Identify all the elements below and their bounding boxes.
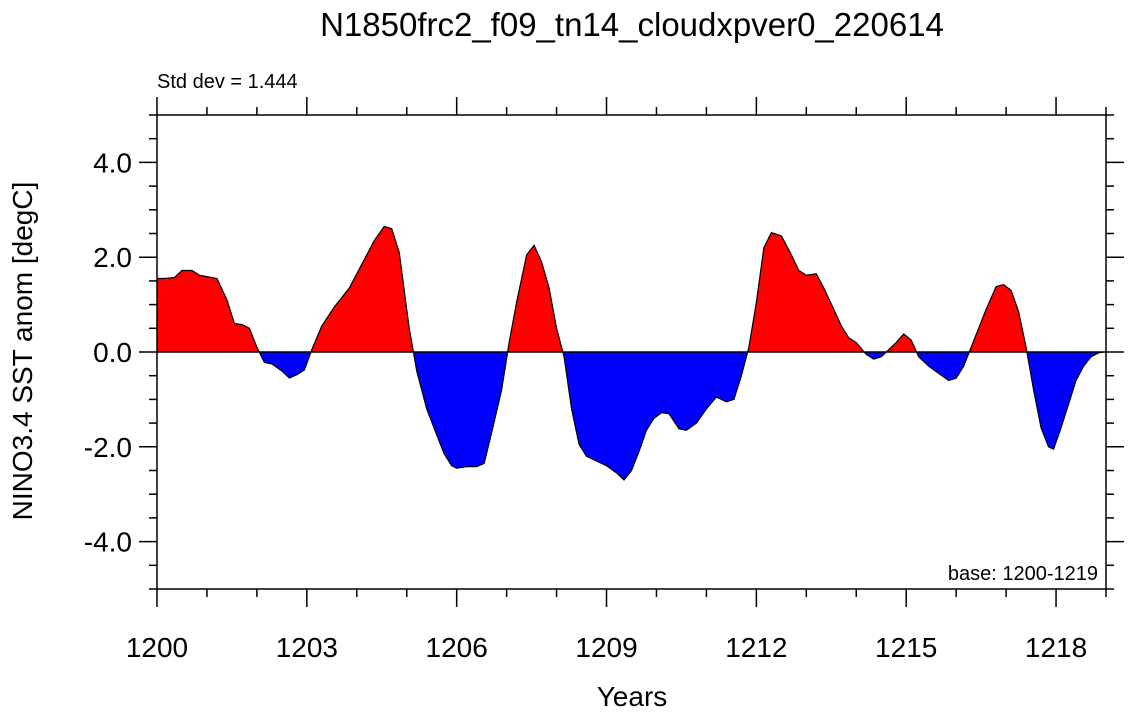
anomaly-fill-layer	[157, 226, 1104, 480]
positive-anomaly-area-6	[747, 232, 865, 352]
positive-anomaly-area-4	[507, 245, 563, 352]
x-tick-label: 1218	[1025, 632, 1087, 663]
negative-anomaly-area-5	[562, 352, 748, 480]
x-axis-label: Years	[597, 681, 668, 712]
axis-tick-labels: 1200 1203 1206 1209 1212 1215 1218 -4.0 -2.0 0.0 2…	[84, 147, 1087, 663]
negative-anomaly-area-7	[864, 352, 887, 360]
x-tick-label: 1206	[426, 632, 488, 663]
y-tick-label: 2.0	[93, 242, 132, 273]
plot-frame	[156, 114, 1107, 590]
y-tick-label: 4.0	[93, 147, 132, 178]
negative-anomaly-area-9	[916, 352, 970, 381]
axis-ticks	[139, 97, 1124, 607]
positive-anomaly-area-0	[157, 270, 260, 352]
std-dev-annotation: Std dev = 1.444	[157, 71, 298, 93]
negative-anomaly-area-11	[1026, 352, 1104, 450]
y-tick-label: -4.0	[84, 527, 132, 558]
chart-title: N1850frc2_f09_tn14_cloudxpver0_220614	[320, 6, 944, 43]
y-tick-label: 0.0	[93, 337, 132, 368]
anomaly-series-line	[157, 225, 1104, 481]
x-tick-label: 1209	[575, 632, 637, 663]
negative-anomaly-area-1	[259, 352, 311, 379]
x-tick-label: 1215	[875, 632, 937, 663]
y-tick-label: -2.0	[84, 432, 132, 463]
positive-anomaly-area-10	[969, 284, 1027, 352]
positive-anomaly-area-2	[310, 226, 414, 352]
x-tick-label: 1212	[725, 632, 787, 663]
negative-anomaly-area-3	[413, 352, 508, 469]
y-axis-label: NINO3.4 SST anom [degC]	[7, 182, 38, 521]
base-period-annotation: base: 1200-1219	[948, 563, 1098, 585]
x-tick-label: 1200	[126, 632, 188, 663]
x-tick-label: 1203	[276, 632, 338, 663]
